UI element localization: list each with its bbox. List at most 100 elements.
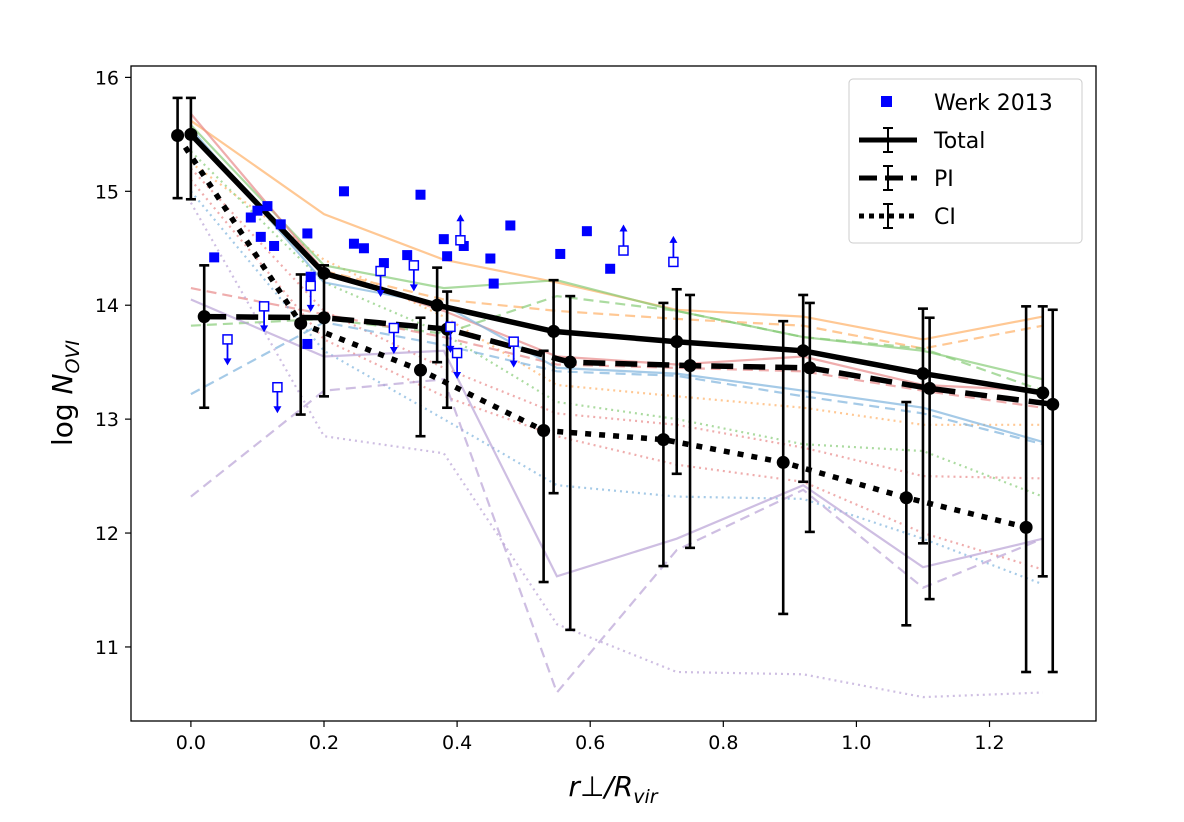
werk-detection [252, 205, 263, 216]
y-tick-label: 11 [95, 637, 119, 659]
faint-model-line [190, 321, 1044, 446]
series-point-total [547, 324, 561, 338]
werk-upper-limit [445, 321, 456, 333]
upper-limit-arrowhead [409, 284, 418, 292]
werk-detection [581, 226, 592, 237]
werk-upper-limit [508, 336, 519, 347]
upper-limit-arrowhead [376, 290, 385, 298]
upper-limit-arrowhead [446, 345, 455, 353]
werk-detection [488, 278, 499, 289]
werk-detection [458, 240, 469, 251]
series-point-ci [776, 455, 790, 469]
werk-detection [358, 243, 369, 254]
x-axis-label: r⊥/Rvir [568, 770, 658, 808]
werk-detection [442, 251, 453, 262]
werk-lower-limit [668, 256, 679, 268]
werk-upper-limit [222, 334, 233, 345]
series-point-total [796, 344, 810, 358]
legend: Werk 2013 Total PI CI [848, 78, 1083, 244]
x-tick-label: 0.6 [575, 732, 605, 754]
series-point-pi [197, 310, 211, 324]
faint-model-line [190, 179, 1044, 571]
upper-limit-arrowhead [273, 406, 282, 414]
legend-label-total: Total [933, 129, 985, 154]
x-tick-label: 0.4 [442, 732, 472, 754]
series-point-total [1036, 386, 1050, 400]
series-point-total [184, 127, 198, 141]
werk-detection [275, 219, 286, 230]
x-axis-ticks: 0.0 0.2 0.4 0.6 0.8 1.0 1.2 [176, 721, 1005, 754]
werk-detection [255, 231, 266, 242]
series-point-pi [1046, 397, 1060, 411]
legend-label-ci: CI [934, 205, 956, 230]
faint-model-line [190, 133, 1044, 350]
upper-limit-arrowhead [509, 360, 518, 368]
plot-frame [130, 65, 1097, 722]
series-point-ci [899, 491, 913, 505]
y-tick-label: 14 [95, 295, 119, 317]
faint-model-line [190, 190, 1044, 586]
main-series-layer [171, 96, 1060, 674]
series-point-total [670, 335, 684, 349]
x-tick-label: 0.8 [708, 732, 738, 754]
werk-detection [269, 240, 280, 251]
series-point-ci [537, 424, 551, 438]
y-axis-label: log NOVI [46, 340, 84, 446]
werk-detection [245, 212, 256, 223]
legend-marker-ci [859, 203, 917, 229]
series-point-ci [1019, 520, 1033, 534]
werk-detection [305, 271, 316, 282]
x-tick-label: 1.0 [841, 732, 871, 754]
werk-2013-markers [209, 186, 679, 414]
upper-limit-arrowhead [260, 325, 269, 333]
faint-model-line [189, 202, 1043, 699]
werk-detection [338, 186, 349, 197]
series-point-ci [294, 316, 308, 330]
faint-model-lines [189, 113, 1044, 699]
werk-detection [348, 238, 359, 249]
werk-upper-limit [408, 260, 420, 271]
faint-model-line [190, 378, 1044, 695]
upper-limit-arrowhead [453, 372, 462, 380]
y-tick-label: 15 [95, 181, 119, 203]
series-point-pi [563, 355, 577, 369]
y-tick-label: 16 [95, 67, 119, 89]
series-point-ci [656, 433, 670, 447]
series-line-total [188, 132, 1044, 396]
legend-label-werk: Werk 2013 [934, 91, 1053, 116]
series-point-ci [414, 363, 427, 377]
werk-upper-limit [305, 280, 316, 292]
werk-upper-limit [451, 347, 463, 359]
werk-detection [402, 250, 413, 261]
series-point-total [430, 298, 444, 312]
legend-marker-pi [859, 165, 917, 191]
y-tick-label: 13 [95, 409, 119, 431]
werk-lower-limit [455, 235, 466, 246]
upper-limit-arrowhead [389, 347, 398, 354]
x-tick-label: 1.2 [974, 732, 1004, 754]
lower-limit-arrowhead [619, 224, 628, 232]
upper-limit-arrowhead [306, 304, 315, 312]
werk-detection [438, 234, 449, 245]
werk-upper-limit [272, 381, 283, 393]
faint-model-line [190, 298, 1044, 578]
faint-model-line [190, 127, 1044, 443]
legend-marker-werk [881, 96, 892, 107]
werk-upper-limit [258, 301, 270, 312]
lower-limit-arrowhead [456, 214, 465, 222]
y-axis-ticks: 11 12 13 14 15 16 [95, 67, 131, 659]
werk-detection [209, 252, 220, 263]
lower-limit-arrowhead [669, 235, 678, 243]
werk-upper-limit [388, 322, 400, 334]
series-point-total [916, 367, 930, 381]
werk-detection [302, 228, 313, 239]
werk-upper-limit [375, 265, 386, 277]
werk-lower-limit [618, 245, 629, 256]
faint-model-line [190, 150, 1044, 498]
series-point-pi [923, 381, 937, 395]
series-point-pi [317, 311, 331, 325]
series-line-ci [175, 133, 1027, 530]
series-point-ci [171, 128, 185, 142]
werk-detection [262, 201, 273, 212]
